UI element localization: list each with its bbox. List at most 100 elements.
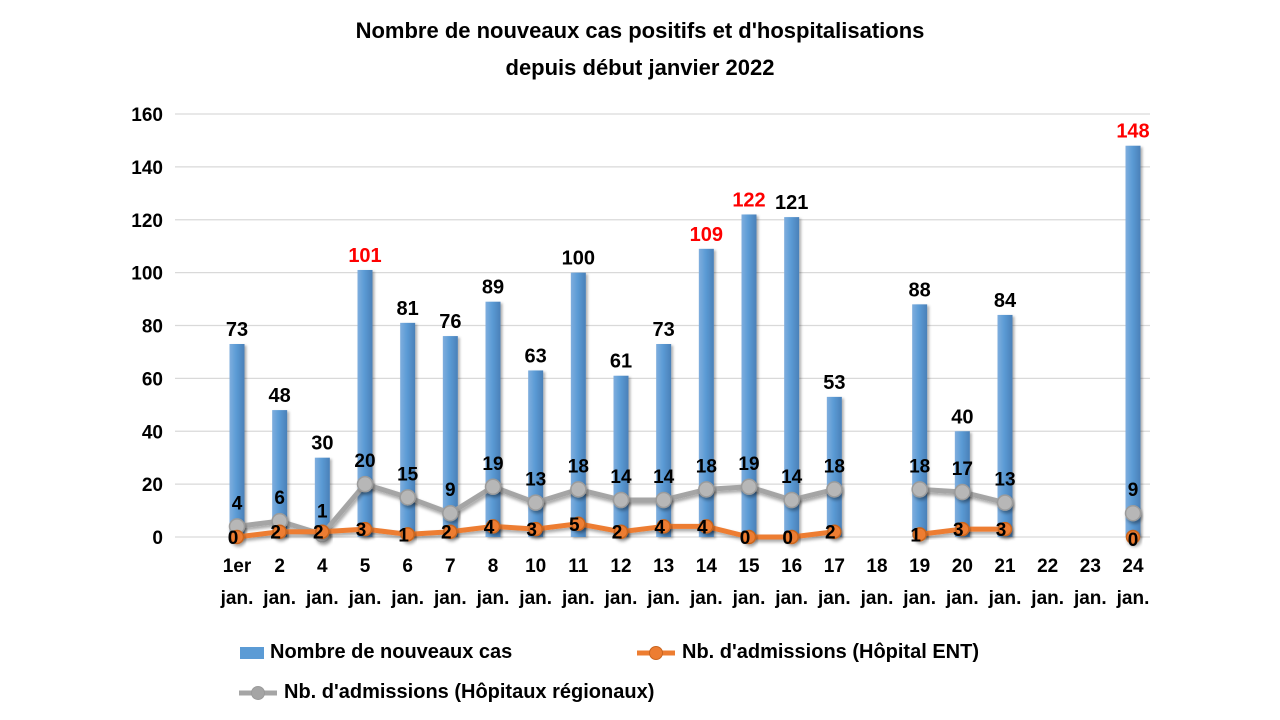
regional-value-label: 15 — [397, 464, 419, 485]
x-axis-day-label: 7 — [445, 556, 456, 577]
x-axis-month-label: jan. — [945, 588, 979, 609]
regional-admissions-marker — [996, 494, 1014, 511]
x-axis-day-label: 6 — [402, 556, 413, 577]
y-axis-tick-label: 60 — [142, 369, 163, 390]
regional-admissions-marker — [570, 481, 587, 498]
regional-value-label: 17 — [952, 459, 973, 480]
ent-value-label: 0 — [740, 528, 751, 549]
new-cases-bar — [357, 269, 373, 537]
y-axis-tick-label: 100 — [131, 264, 163, 285]
new-cases-legend-label: Nombre de nouveaux cas — [270, 641, 513, 663]
bar-value-label: 122 — [732, 189, 765, 211]
bar-value-label: 121 — [775, 192, 808, 214]
ent-value-label: 0 — [1128, 530, 1139, 551]
ent-value-label: 4 — [697, 517, 708, 538]
regional-admissions-marker — [356, 475, 374, 493]
bar-value-label: 84 — [994, 290, 1017, 312]
y-axis-tick-label: 20 — [142, 475, 163, 496]
x-axis-month-label: jan. — [1073, 588, 1107, 609]
x-axis-month-label: jan. — [689, 588, 723, 609]
ent-value-label: 1 — [398, 525, 409, 546]
x-axis-month-label: jan. — [860, 588, 894, 609]
x-axis-day-label: 23 — [1080, 556, 1101, 577]
regional-value-label: 1 — [317, 501, 328, 522]
bar-value-label: 73 — [653, 319, 675, 341]
legend-item-ent-admissions: Nb. d'admissions (Hôpital ENT) — [636, 641, 979, 664]
x-axis-month-label: jan. — [732, 588, 766, 609]
regional-admissions-legend-label: Nb. d'admissions (Hôpitaux régionaux) — [284, 681, 655, 703]
regional-admissions-marker — [740, 478, 758, 496]
x-axis-day-label: 15 — [738, 556, 760, 577]
new-cases-bar — [613, 375, 629, 537]
x-axis-day-label: 2 — [274, 556, 285, 577]
new-cases-bar — [272, 410, 288, 537]
x-axis-day-label: 12 — [610, 556, 631, 577]
bar-value-label: 100 — [562, 248, 595, 270]
x-axis-day-label: 11 — [568, 556, 589, 577]
x-axis-day-label: 14 — [696, 556, 718, 577]
ent-value-label: 1 — [910, 525, 921, 546]
y-axis-tick-label: 140 — [131, 158, 163, 179]
legend-item-regional-admissions: Nb. d'admissions (Hôpitaux régionaux) — [238, 681, 654, 704]
ent-value-label: 4 — [654, 517, 665, 538]
regional-value-label: 13 — [525, 470, 546, 491]
bar-value-label: 40 — [951, 406, 973, 428]
regional-value-label: 9 — [445, 480, 456, 501]
bar-value-label: 63 — [525, 345, 547, 367]
ent-value-label: 2 — [441, 523, 452, 544]
ent-admissions-marker — [827, 524, 842, 539]
x-axis-month-label: jan. — [646, 588, 680, 609]
new-cases-bar — [826, 396, 842, 537]
x-axis-day-label: 16 — [781, 556, 802, 577]
regional-value-label: 9 — [1128, 480, 1139, 501]
new-cases-bar — [442, 336, 458, 537]
ent-admissions-marker — [528, 521, 543, 537]
x-axis-month-label: jan. — [774, 588, 808, 609]
regional-value-label: 19 — [738, 454, 759, 475]
regional-value-label: 18 — [824, 456, 845, 477]
regional-admissions-marker — [911, 481, 928, 498]
x-axis-month-label: jan. — [518, 588, 552, 609]
x-axis-month-label: jan. — [561, 588, 595, 609]
ent-value-label: 2 — [612, 523, 623, 544]
x-axis-day-label: 24 — [1122, 556, 1144, 577]
ent-value-label: 5 — [569, 515, 580, 536]
x-axis-day-label: 1er — [223, 556, 252, 577]
y-axis-tick-label: 80 — [142, 317, 163, 338]
ent-value-label: 3 — [356, 520, 367, 541]
new-cases-bar — [314, 457, 330, 537]
bar-value-label: 88 — [909, 279, 931, 301]
regional-admissions-marker — [954, 483, 971, 501]
bar-value-label: 89 — [482, 277, 504, 299]
regional-value-label: 14 — [653, 467, 675, 488]
ent-admissions-marker — [784, 529, 799, 545]
y-axis-tick-label: 0 — [152, 528, 163, 549]
ent-admissions-marker — [229, 529, 245, 545]
new-cases-bar — [229, 344, 245, 537]
x-axis-day-label: 21 — [994, 556, 1016, 577]
x-axis-day-label: 8 — [488, 556, 499, 577]
x-axis-month-label: jan. — [817, 588, 851, 609]
x-axis-month-label: jan. — [604, 588, 638, 609]
x-axis-day-label: 10 — [525, 556, 546, 577]
bar-value-label: 48 — [269, 385, 291, 407]
x-axis-month-label: jan. — [305, 588, 339, 609]
ent-admissions-marker — [656, 519, 671, 534]
new-cases-bar — [485, 301, 501, 537]
new-cases-bar — [400, 322, 416, 537]
new-cases-bar — [997, 314, 1013, 537]
ent-admissions-marker — [443, 524, 458, 539]
x-axis-month-label: jan. — [988, 588, 1022, 609]
x-axis-day-label: 17 — [824, 556, 845, 577]
new-cases-bar — [656, 344, 672, 537]
legend-item-new-cases: Nombre de nouveaux cas — [240, 641, 512, 664]
bar-value-label: 73 — [226, 319, 248, 341]
regional-value-label: 13 — [994, 470, 1015, 491]
regional-admissions-legend-swatch — [239, 685, 277, 700]
bar-value-label: 101 — [348, 245, 381, 267]
ent-admissions-marker — [272, 524, 287, 539]
ent-admissions-marker — [571, 516, 586, 532]
regional-admissions-marker — [783, 491, 800, 509]
ent-admissions-marker — [357, 521, 373, 537]
